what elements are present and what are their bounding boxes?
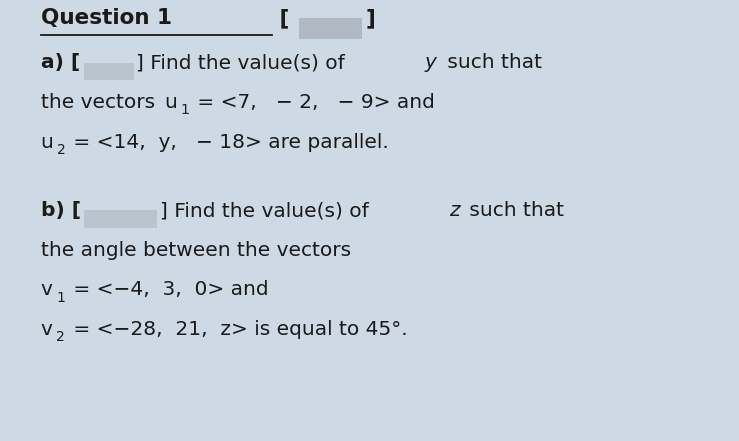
Text: [: [: [272, 8, 290, 28]
Text: ] Find the value(s) of: ] Find the value(s) of: [160, 201, 368, 220]
Text: ] Find the value(s) of: ] Find the value(s) of: [136, 53, 344, 72]
FancyBboxPatch shape: [84, 210, 157, 228]
Text: 1: 1: [180, 103, 189, 117]
Text: such that: such that: [441, 53, 542, 72]
Text: 2: 2: [57, 143, 66, 157]
FancyBboxPatch shape: [84, 63, 134, 80]
Text: y: y: [425, 53, 437, 72]
Text: the angle between the vectors: the angle between the vectors: [41, 241, 351, 260]
Text: = <−4,  3,  0> and: = <−4, 3, 0> and: [67, 280, 268, 299]
Text: = <14,  y,   − 18> are parallel.: = <14, y, − 18> are parallel.: [67, 133, 389, 152]
Text: the vectors: the vectors: [41, 93, 161, 112]
FancyBboxPatch shape: [299, 18, 362, 39]
Text: a) [: a) [: [41, 53, 80, 72]
Text: u: u: [41, 133, 53, 152]
Text: = <−28,  21,  z> is equal to 45°.: = <−28, 21, z> is equal to 45°.: [67, 320, 407, 339]
Text: v: v: [41, 320, 52, 339]
Text: = <7,   − 2,   − 9> and: = <7, − 2, − 9> and: [191, 93, 435, 112]
Text: 1: 1: [56, 291, 65, 305]
Text: such that: such that: [463, 201, 565, 220]
Text: Question 1: Question 1: [41, 8, 171, 28]
Text: b) [: b) [: [41, 201, 81, 220]
Text: ]: ]: [366, 8, 375, 28]
Text: v: v: [41, 280, 52, 299]
Text: 2: 2: [56, 330, 65, 344]
Text: u: u: [164, 93, 177, 112]
Text: z: z: [449, 201, 460, 220]
